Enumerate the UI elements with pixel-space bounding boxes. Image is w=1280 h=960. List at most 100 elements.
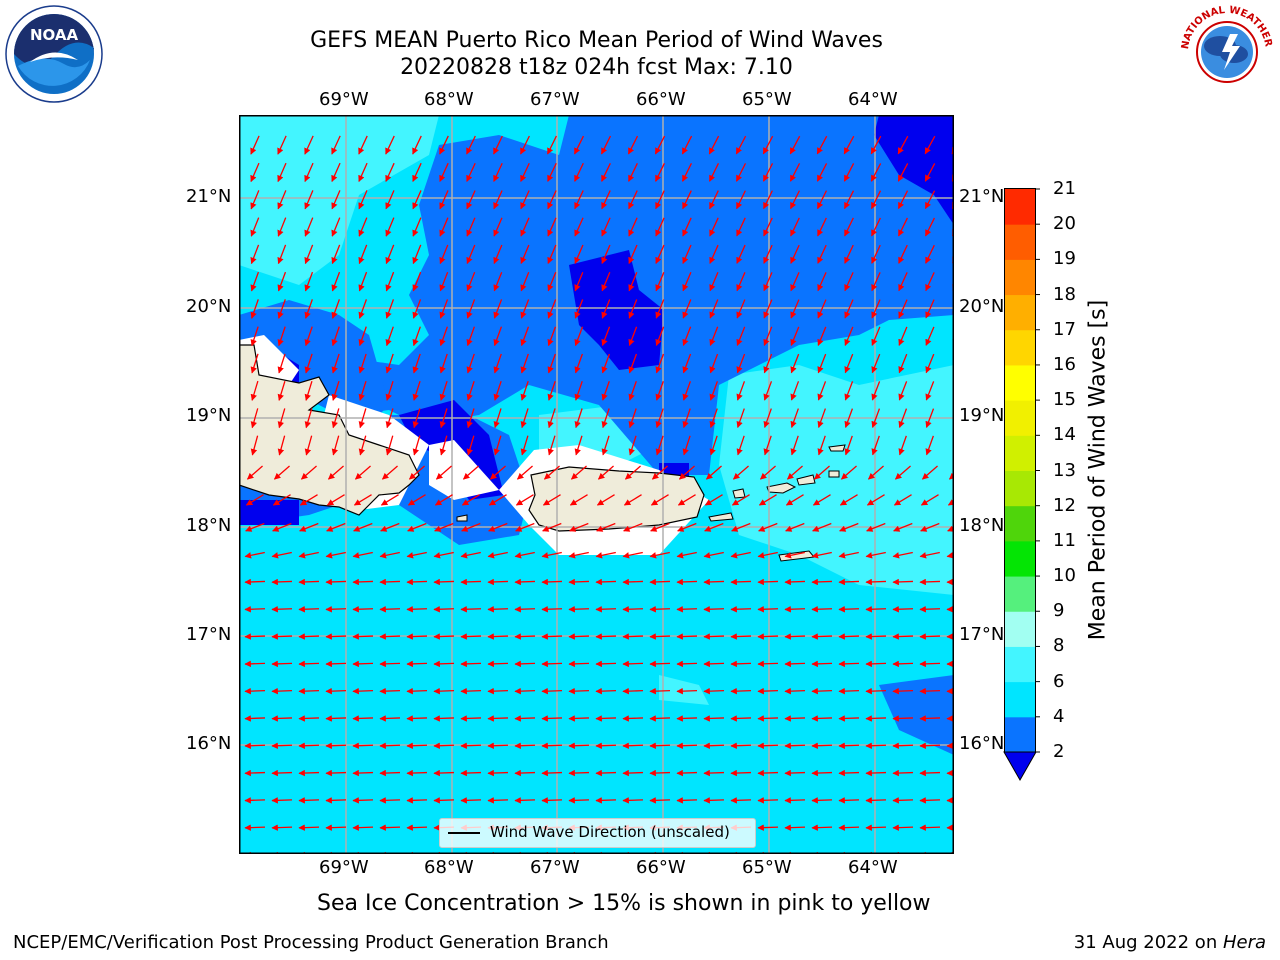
wave-direction-arrow <box>817 435 826 456</box>
wave-direction-arrow <box>622 578 644 586</box>
wave-direction-arrow <box>763 408 772 429</box>
wave-direction-arrow <box>298 660 320 668</box>
wave-direction-arrow <box>601 408 610 429</box>
wave-direction-arrow <box>705 465 722 480</box>
wave-direction-arrow <box>520 326 530 347</box>
wave-direction-arrow <box>298 769 320 777</box>
wave-direction-arrow <box>277 380 286 401</box>
wave-direction-arrow <box>817 353 827 374</box>
lon-tick-bottom-2: 68°W <box>424 857 474 878</box>
wave-direction-arrow <box>736 435 745 456</box>
wave-direction-arrow <box>946 578 954 586</box>
wave-direction-arrow <box>541 715 563 722</box>
wave-direction-arrow <box>946 605 954 613</box>
wave-direction-arrow <box>622 742 644 749</box>
puerto-rico-land <box>528 466 705 532</box>
colorbar-segment <box>1005 540 1035 577</box>
wave-direction-arrow <box>844 408 854 429</box>
wave-direction-arrow <box>487 605 509 613</box>
wave-direction-arrow <box>925 435 934 456</box>
wave-direction-arrow <box>871 408 881 428</box>
wave-direction-arrow <box>676 797 698 804</box>
wave-direction-arrow <box>354 465 371 480</box>
wave-direction-arrow <box>919 633 941 640</box>
wave-direction-arrow <box>568 769 590 777</box>
wave-direction-arrow <box>736 272 746 292</box>
wave-direction-arrow <box>358 271 368 292</box>
wave-direction-arrow <box>650 522 670 532</box>
wave-direction-arrow <box>299 494 318 506</box>
wave-direction-arrow <box>703 578 725 586</box>
legend-line-swatch <box>448 832 480 834</box>
wave-direction-arrow <box>547 435 556 456</box>
wave-direction-arrow <box>434 522 454 532</box>
wave-direction-arrow <box>385 408 394 429</box>
wave-direction-arrow <box>358 244 368 265</box>
wave-direction-arrow <box>574 326 584 347</box>
wave-direction-arrow <box>811 660 833 668</box>
wave-direction-arrow <box>547 162 557 182</box>
wave-direction-arrow <box>730 551 751 559</box>
wave-direction-arrow <box>817 408 826 429</box>
wave-direction-arrow <box>811 605 833 613</box>
wave-direction-arrow <box>358 380 367 401</box>
wave-direction-arrow <box>569 494 588 506</box>
wave-direction-arrow <box>681 135 693 155</box>
wave-direction-arrow <box>655 244 665 264</box>
colorbar-label: Mean Period of Wind Waves [s] <box>1085 299 1111 641</box>
wave-direction-arrow <box>919 797 941 804</box>
wave-direction-arrow <box>703 660 725 668</box>
wave-direction-arrow <box>433 687 455 695</box>
wave-direction-arrow <box>622 769 644 777</box>
wave-direction-arrow <box>892 715 914 722</box>
wave-direction-arrow <box>763 381 773 401</box>
wave-direction-arrow <box>595 769 617 777</box>
wave-direction-arrow <box>547 326 557 347</box>
wave-direction-arrow <box>358 135 368 155</box>
lon-tick-top-3: 67°W <box>530 89 580 110</box>
wave-direction-arrow <box>326 494 345 506</box>
wave-direction-arrow <box>271 578 293 586</box>
wave-direction-arrow <box>649 660 671 668</box>
wave-direction-arrow <box>919 687 941 695</box>
colorbar-tick-label: 18 <box>1053 283 1076 305</box>
wave-direction-arrow <box>731 522 751 532</box>
colorbar-segment <box>1005 400 1035 436</box>
wave-direction-arrow <box>352 551 373 559</box>
wave-direction-arrow <box>601 435 610 456</box>
wave-direction-arrow <box>385 271 395 292</box>
wave-direction-arrow <box>763 190 773 210</box>
wave-direction-arrow <box>412 190 422 210</box>
wave-direction-arrow <box>466 435 475 456</box>
wave-direction-arrow <box>352 578 374 586</box>
wave-direction-arrow <box>352 660 374 668</box>
wave-direction-arrow <box>628 217 638 237</box>
wave-direction-arrow <box>520 217 530 237</box>
wave-direction-arrow <box>622 605 644 613</box>
wave-direction-arrow <box>547 217 557 237</box>
wave-direction-arrow <box>250 326 259 347</box>
wave-direction-arrow <box>649 687 671 695</box>
wave-direction-arrow <box>385 326 394 347</box>
wave-direction-arrow <box>735 135 747 155</box>
wave-direction-arrow <box>352 797 374 804</box>
lat-tick-left-3: 19°N <box>186 405 232 426</box>
wave-direction-arrow <box>946 633 954 640</box>
wave-direction-arrow <box>547 135 557 155</box>
wave-direction-arrow <box>789 163 801 182</box>
wave-direction-arrow <box>762 135 774 155</box>
wave-direction-arrow <box>412 135 422 155</box>
wave-direction-arrow <box>919 605 941 613</box>
wave-direction-arrow <box>331 299 340 319</box>
wave-direction-arrow <box>244 578 266 586</box>
wave-direction-arrow <box>466 353 475 374</box>
wave-direction-arrow <box>385 353 394 374</box>
wave-direction-arrow <box>412 299 422 319</box>
wave-direction-arrow <box>649 769 671 777</box>
wave-direction-arrow <box>439 244 449 265</box>
wave-direction-arrow <box>920 494 939 506</box>
wave-direction-arrow <box>784 660 806 668</box>
wave-direction-arrow <box>763 217 773 237</box>
colorbar-tick-label: 10 <box>1053 565 1076 587</box>
wave-direction-arrow <box>433 633 455 640</box>
